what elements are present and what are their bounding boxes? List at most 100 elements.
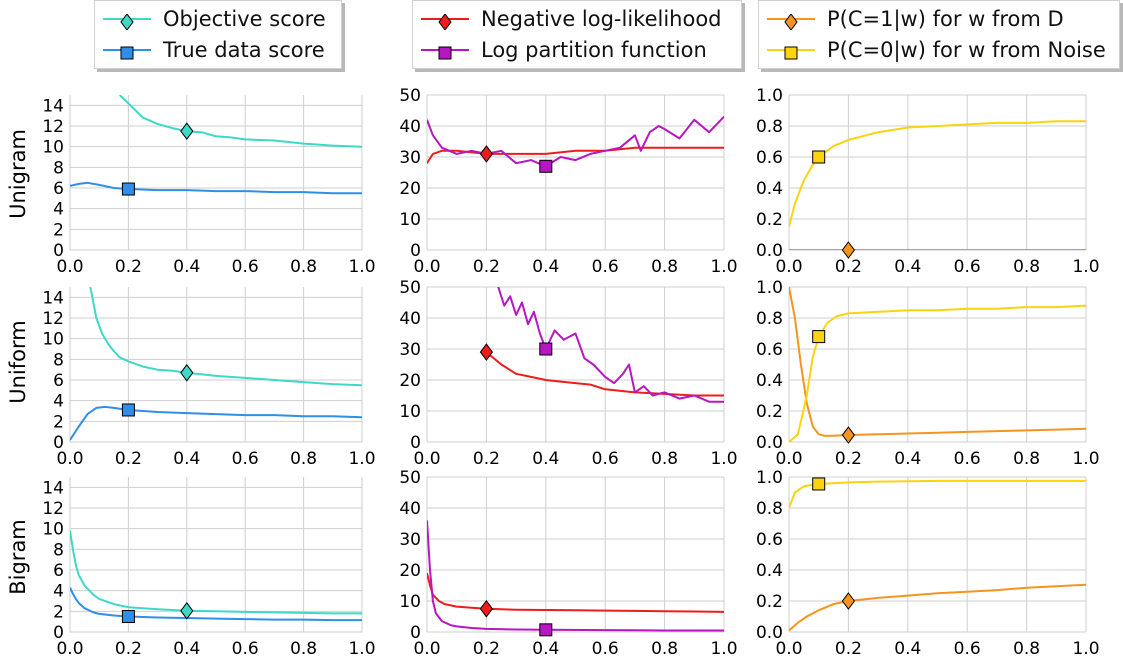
y-tick-label: 0 [53,241,64,261]
y-tick-label: 0.4 [756,371,783,391]
y-tick-label: 0.6 [756,530,783,550]
diamond-marker [180,122,194,141]
series-line [427,572,724,613]
y-tick-label: 0 [410,623,421,643]
series-line [789,583,1086,632]
series-group [482,287,724,403]
square-marker [121,403,135,417]
row-label-unigram: Unigram [6,129,30,219]
legend-item-objective: Objective score [95,4,326,34]
series-group [789,479,1086,632]
x-tick-label: 0.0 [775,639,802,659]
series-line [118,95,362,148]
square-marker [539,623,553,637]
y-tick-label: 20 [399,561,421,581]
x-tick-label: 0.8 [1013,449,1040,469]
x-tick-label: 0.4 [532,639,559,659]
y-tick-label: 12 [42,499,64,519]
subplot-unigram-2: 0.0 0.2 0.4 0.6 0.8 1.0 0 10 20 30 40 50 [399,86,737,277]
diamond-marker [841,426,856,444]
x-tick-label: 0.6 [592,257,619,277]
y-tick-label: 8 [53,540,64,560]
legend-swatch [103,35,151,65]
y-tick-label: 0.0 [756,433,783,453]
y-tick-label: 30 [399,148,421,168]
x-tick-label: 0.8 [1013,639,1040,659]
y-tick-label: 0.0 [756,623,783,643]
x-tick-label: 0.0 [775,449,802,469]
x-tick-label: 0.0 [413,257,440,277]
x-tick-label: 0.0 [775,257,802,277]
square-marker [121,182,135,196]
square-marker-icon [119,42,135,60]
legend-label: Negative log-likelihood [481,7,722,31]
x-tick-label: 1.0 [348,639,375,659]
y-tick-label: 20 [399,179,421,199]
x-tick-label: 0.4 [173,449,200,469]
series-line [89,287,362,387]
legend-swatch [767,4,815,34]
subplot-unigram-3: 0.0 0.2 0.4 0.6 0.8 1.0 0.0 0.2 0.4 0.6 0.8 1.0 [756,86,1100,277]
subplot-bigram-3: 0.0 0.2 0.4 0.6 0.8 1.0 0.0 0.2 0.4 0.6 0.8 1.0 [756,468,1100,659]
square-marker [121,610,135,623]
x-tick-label: 1.0 [1072,449,1099,469]
legend-item-p-c0: P(C=0|w) for w from Noise [759,35,1106,65]
y-tick-label: 1.0 [756,278,783,298]
series-group [427,116,724,168]
square-marker [812,330,826,344]
legend-panel-3: P(C=1|w) for w from D P(C=0|w) for w fro… [758,0,1120,69]
series-group [789,287,1086,442]
square-marker-icon [437,42,453,60]
y-tick-label: 40 [399,309,421,329]
y-tick-label: 1.0 [756,86,783,106]
x-tick-label: 0.2 [473,257,500,277]
y-tick-label: 10 [42,520,64,540]
diamond-marker [841,241,856,259]
y-tick-label: 30 [399,530,421,550]
x-tick-label: 0.4 [173,257,200,277]
diamond-marker [841,592,856,610]
series-line [70,530,362,615]
y-tick-label: 12 [42,309,64,329]
series-line [789,304,1086,442]
x-tick-label: 1.0 [710,449,737,469]
x-tick-label: 0.4 [894,449,921,469]
diamond-marker [479,599,494,618]
x-tick-label: 1.0 [348,449,375,469]
y-tick-label: 2 [53,220,64,240]
x-tick-label: 0.2 [115,449,142,469]
x-tick-label: 0.0 [413,449,440,469]
square-marker-icon [783,42,799,60]
y-tick-label: 0.8 [756,499,783,519]
y-tick-label: 0 [53,433,64,453]
x-tick-label: 0.6 [592,449,619,469]
y-tick-label: 8 [53,158,64,178]
y-tick-label: 4 [53,392,64,412]
legend-item-log-partition: Log partition function [413,35,707,65]
x-tick-label: 0.6 [232,257,259,277]
y-tick-label: 20 [399,371,421,391]
y-tick-label: 14 [42,478,64,498]
y-tick-label: 14 [42,288,64,308]
x-tick-label: 0.6 [954,449,981,469]
x-tick-label: 0.6 [592,639,619,659]
legend-panel-2: Negative log-likelihood Log partition fu… [412,0,742,69]
square-marker [539,159,553,173]
y-tick-label: 0.2 [756,402,783,422]
series-line [427,146,724,164]
legend-label: P(C=0|w) for w from Noise [827,38,1106,62]
series-group [70,287,362,441]
y-tick-label: 0 [410,433,421,453]
y-tick-label: 0.6 [756,148,783,168]
subplot-uniform-2: 0.0 0.2 0.4 0.6 0.8 1.0 0 10 20 30 40 50 [399,278,737,469]
x-tick-label: 0.8 [651,639,678,659]
y-tick-label: 40 [399,117,421,137]
diamond-marker-icon [437,11,453,31]
y-tick-label: 2 [53,602,64,622]
x-tick-label: 0.2 [115,639,142,659]
x-tick-label: 0.8 [290,639,317,659]
series-group [70,95,362,195]
